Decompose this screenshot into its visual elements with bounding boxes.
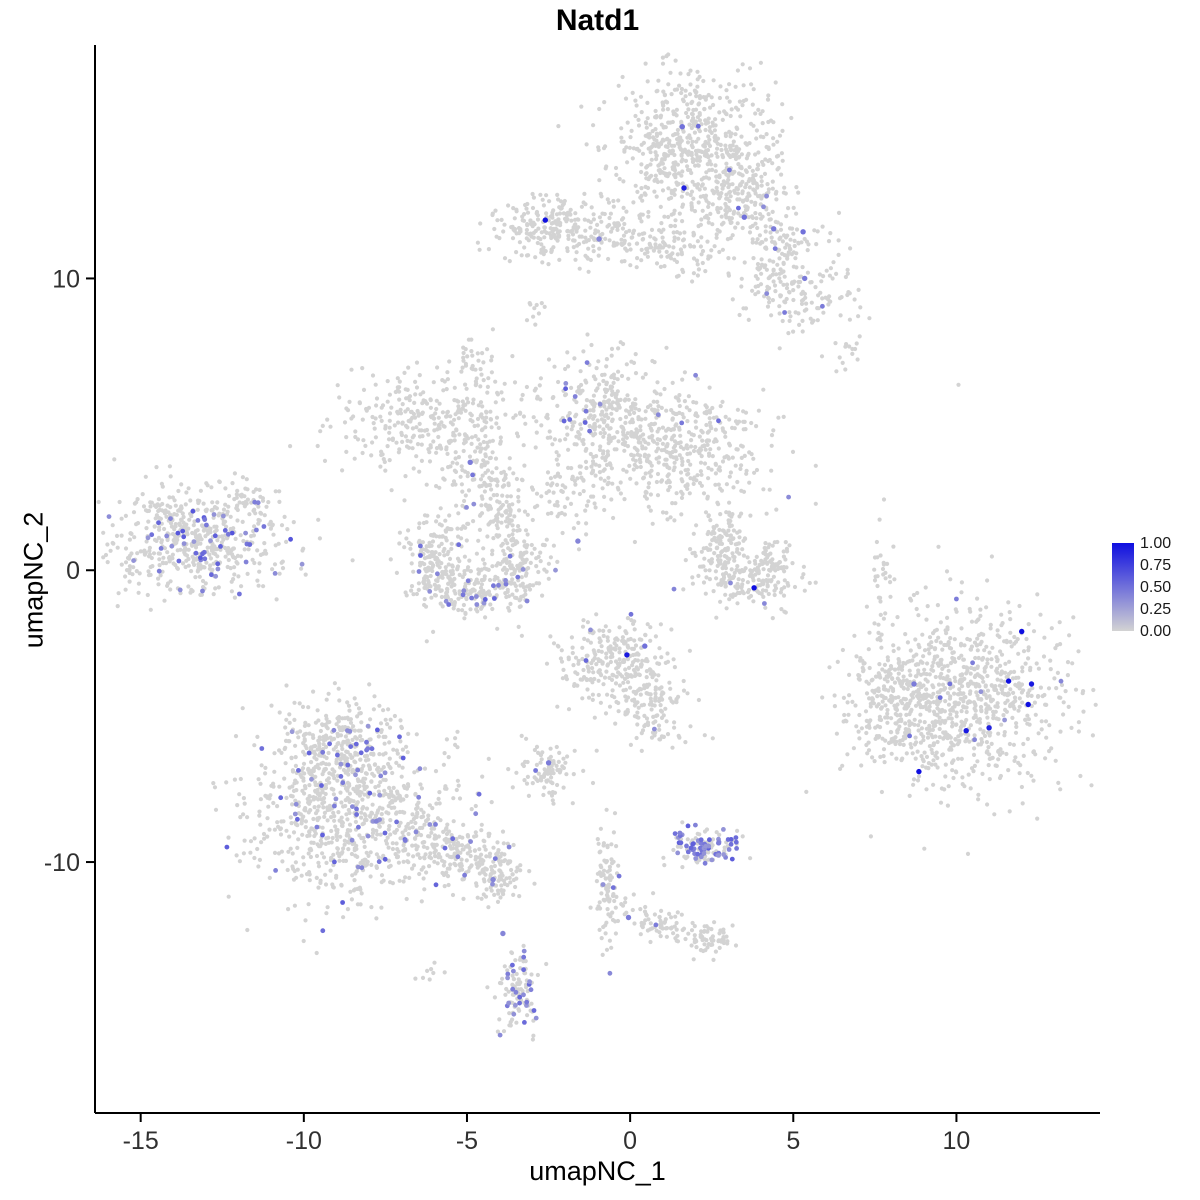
svg-text:-5: -5 <box>456 1127 478 1155</box>
axes: -15 -10 -5 0 5 10 -10 0 10 <box>44 45 1100 1155</box>
plot-title: Natd1 <box>555 4 640 37</box>
svg-text:-10: -10 <box>286 1127 322 1155</box>
svg-text:-10: -10 <box>44 849 80 877</box>
svg-text:5: 5 <box>786 1127 800 1155</box>
svg-text:0: 0 <box>66 557 80 585</box>
colorbar-gradient <box>1112 543 1134 631</box>
expressed-points <box>106 123 1064 1038</box>
svg-text:10: 10 <box>943 1127 971 1155</box>
colorbar-legend: 1.000.750.500.250.00 <box>1112 535 1171 640</box>
svg-text:10: 10 <box>52 265 80 293</box>
svg-text:0: 0 <box>623 1127 637 1155</box>
scatter-points <box>96 52 1098 1042</box>
svg-text:-15: -15 <box>123 1127 159 1155</box>
x-axis-title: umapNC_1 <box>529 1156 666 1186</box>
